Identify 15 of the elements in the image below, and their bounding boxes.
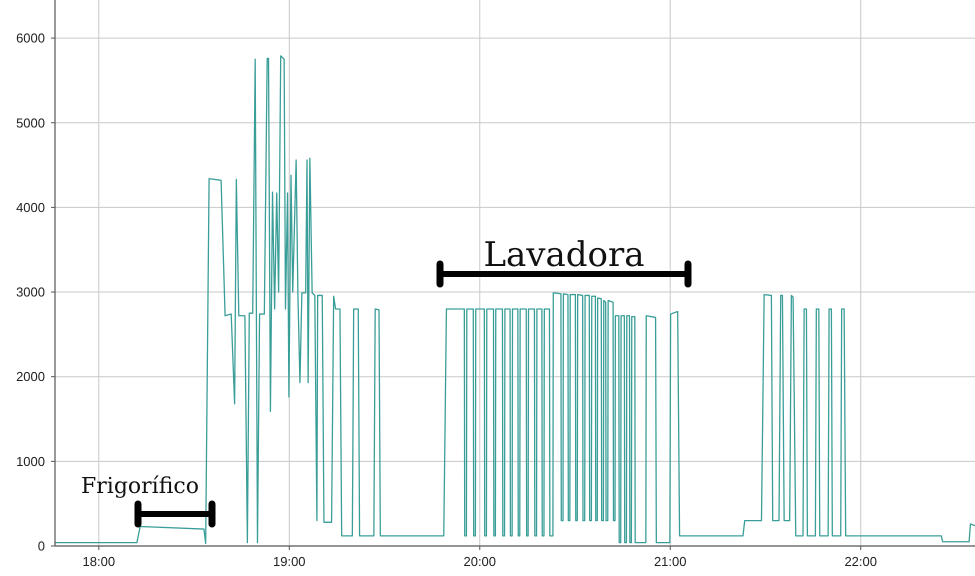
y-tick-label: 3000 — [16, 284, 45, 300]
x-tick-label: 22:00 — [844, 554, 877, 569]
line-series — [54, 55, 975, 544]
y-tick-label: 6000 — [16, 30, 45, 46]
annotation: Lavadora — [483, 235, 645, 275]
x-tick-label: 21:00 — [654, 554, 687, 569]
y-tick-label: 2000 — [16, 369, 45, 384]
x-tick-label: 19:00 — [273, 554, 306, 569]
y-tick-label: 1000 — [16, 454, 45, 469]
y-tick-label: 0 — [38, 538, 45, 554]
x-tick-label: 18:00 — [82, 554, 116, 569]
y-tick-label: 4000 — [16, 200, 45, 215]
x-tick-label: 20:00 — [463, 554, 496, 569]
y-tick-label: 5000 — [16, 115, 45, 130]
annotation: Frigorífico — [81, 474, 199, 499]
